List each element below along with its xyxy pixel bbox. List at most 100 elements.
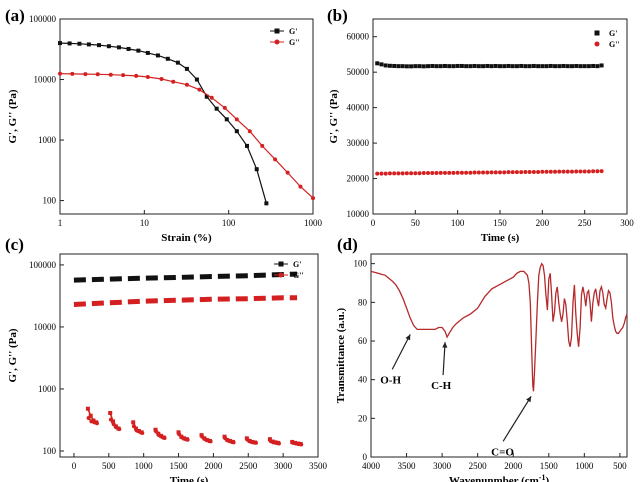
y-tick-label: 40 bbox=[358, 375, 368, 385]
g-double-prime-point bbox=[197, 87, 202, 92]
g-prime-point bbox=[86, 42, 91, 47]
x-tick-label: 500 bbox=[102, 461, 116, 471]
g-prime-point bbox=[67, 41, 72, 46]
g-double-prime-point bbox=[498, 170, 502, 175]
y-tick-label: 1000 bbox=[38, 135, 57, 145]
g-double-prime-point bbox=[514, 170, 519, 175]
panel-a-strain-sweep: (a) 1 10 100 1000 100 1000 10000 100000 Strain (… bbox=[5, 6, 323, 244]
g-prime-point bbox=[175, 60, 180, 65]
high-strain-point bbox=[140, 431, 145, 436]
g-double-prime-point bbox=[565, 169, 570, 174]
g-double-prime-point bbox=[468, 170, 473, 175]
y-tick-label: 60000 bbox=[347, 32, 370, 42]
annotation-label: C-H bbox=[431, 380, 452, 392]
g-prime-point bbox=[421, 64, 426, 69]
g-double-prime-point bbox=[404, 171, 409, 176]
g-prime-point bbox=[413, 64, 418, 69]
g-prime-point bbox=[194, 77, 199, 82]
g-double-prime-point bbox=[455, 170, 460, 175]
g-double-prime-point bbox=[485, 170, 490, 175]
g-prime-point bbox=[426, 64, 431, 69]
panel-c-step-strain: (c) 0 500 1000 1500 2000 2500 3000 3500 100 1000 1… bbox=[5, 235, 328, 482]
legend-marker bbox=[594, 30, 600, 36]
y-axis-title: G', G'' (Pa) bbox=[328, 89, 340, 143]
g-double-prime-point bbox=[438, 170, 443, 175]
y-tick-label: 0 bbox=[363, 452, 368, 462]
g-prime-point bbox=[451, 64, 456, 69]
g-double-prime-point bbox=[527, 169, 532, 174]
x-tick-label: 2000 bbox=[204, 461, 223, 471]
g-prime-point bbox=[404, 64, 409, 69]
x-tick-label: 1500 bbox=[170, 461, 189, 471]
g-double-prime-point bbox=[392, 171, 397, 176]
high-strain-point bbox=[253, 440, 258, 445]
high-strain-point bbox=[176, 430, 181, 435]
g-prime-point bbox=[455, 63, 460, 68]
g-prime-point bbox=[514, 64, 519, 69]
y-tick-label: 10000 bbox=[34, 75, 57, 85]
g-double-prime-point bbox=[70, 71, 75, 76]
g-prime-point bbox=[481, 64, 486, 69]
x-tick-label: 500 bbox=[613, 461, 627, 471]
g-double-prime-point bbox=[83, 72, 88, 77]
x-tick-label: 100 bbox=[222, 218, 236, 228]
g-prime-point bbox=[548, 63, 553, 68]
g-prime-point bbox=[464, 64, 469, 69]
y-tick-label: 30000 bbox=[347, 138, 370, 148]
g-double-prime-point bbox=[574, 169, 579, 174]
g-prime-point bbox=[116, 45, 121, 50]
g-double-prime-point bbox=[447, 170, 452, 175]
y-tick-label: 10000 bbox=[347, 209, 370, 219]
x-tick-label: 2500 bbox=[239, 461, 258, 471]
g-prime-point bbox=[565, 64, 570, 69]
g-double-prime-point bbox=[273, 157, 278, 162]
g-prime-point bbox=[531, 63, 536, 68]
y-axis-title: Transmittance (a.u.) bbox=[335, 307, 347, 403]
x-tick-label: 3000 bbox=[433, 461, 452, 471]
annotation-arrowhead bbox=[405, 334, 411, 341]
annotation-arrow-line bbox=[442, 342, 446, 376]
g-double-prime-point bbox=[184, 82, 189, 87]
high-strain-point bbox=[231, 440, 236, 445]
g-double-prime-point bbox=[481, 170, 486, 175]
g-prime-point bbox=[506, 63, 511, 68]
g-double-prime-point bbox=[134, 73, 139, 78]
g-prime-point bbox=[569, 64, 574, 69]
g-double-prime-point bbox=[476, 170, 481, 175]
y-tick-label: 100 bbox=[43, 446, 57, 456]
panel-b-time-sweep: (b) 0 50 100 150 200 250 300 10000 20000 30000 400… bbox=[327, 6, 634, 244]
x-axis-title: Time (s) bbox=[170, 475, 209, 482]
g-double-prime-point bbox=[510, 170, 515, 175]
g-double-prime-point bbox=[540, 169, 545, 174]
high-strain-point bbox=[108, 417, 113, 422]
y-axis-title: G', G'' (Pa) bbox=[7, 328, 19, 382]
g-prime-point bbox=[375, 61, 380, 66]
g-double-prime-point bbox=[234, 117, 239, 122]
g-double-prime-point bbox=[502, 170, 507, 175]
g-prime-point bbox=[502, 64, 507, 69]
g-double-prime-point bbox=[396, 171, 401, 176]
legend-label: G'' bbox=[609, 40, 620, 49]
g-double-prime-point bbox=[489, 170, 494, 175]
legend-marker bbox=[278, 261, 284, 267]
x-tick-label: 3000 bbox=[274, 461, 293, 471]
g-prime-point bbox=[489, 64, 494, 69]
g-prime-point bbox=[204, 94, 209, 99]
g-prime-point bbox=[434, 64, 439, 69]
g-double-prime-point bbox=[531, 169, 536, 174]
g-double-prime-point bbox=[145, 75, 150, 80]
legend-label: G'' bbox=[293, 271, 304, 280]
g-double-prime-point bbox=[595, 169, 600, 174]
g-double-prime-point bbox=[58, 71, 62, 76]
g-prime-point bbox=[476, 64, 481, 69]
g-prime-point bbox=[582, 64, 587, 69]
g-prime-point bbox=[392, 63, 397, 68]
g-double-prime-point bbox=[247, 129, 252, 134]
g-prime-point bbox=[145, 50, 150, 55]
g-prime-point bbox=[498, 64, 502, 69]
annotation-arrowhead bbox=[526, 396, 532, 403]
g-double-prime-point bbox=[557, 169, 562, 174]
y-tick-label: 40000 bbox=[347, 103, 370, 113]
panel-d-ftir-spectrum: (d) 4000 3500 3000 2500 2000 1500 1000 500 0 20 40… bbox=[335, 235, 628, 482]
